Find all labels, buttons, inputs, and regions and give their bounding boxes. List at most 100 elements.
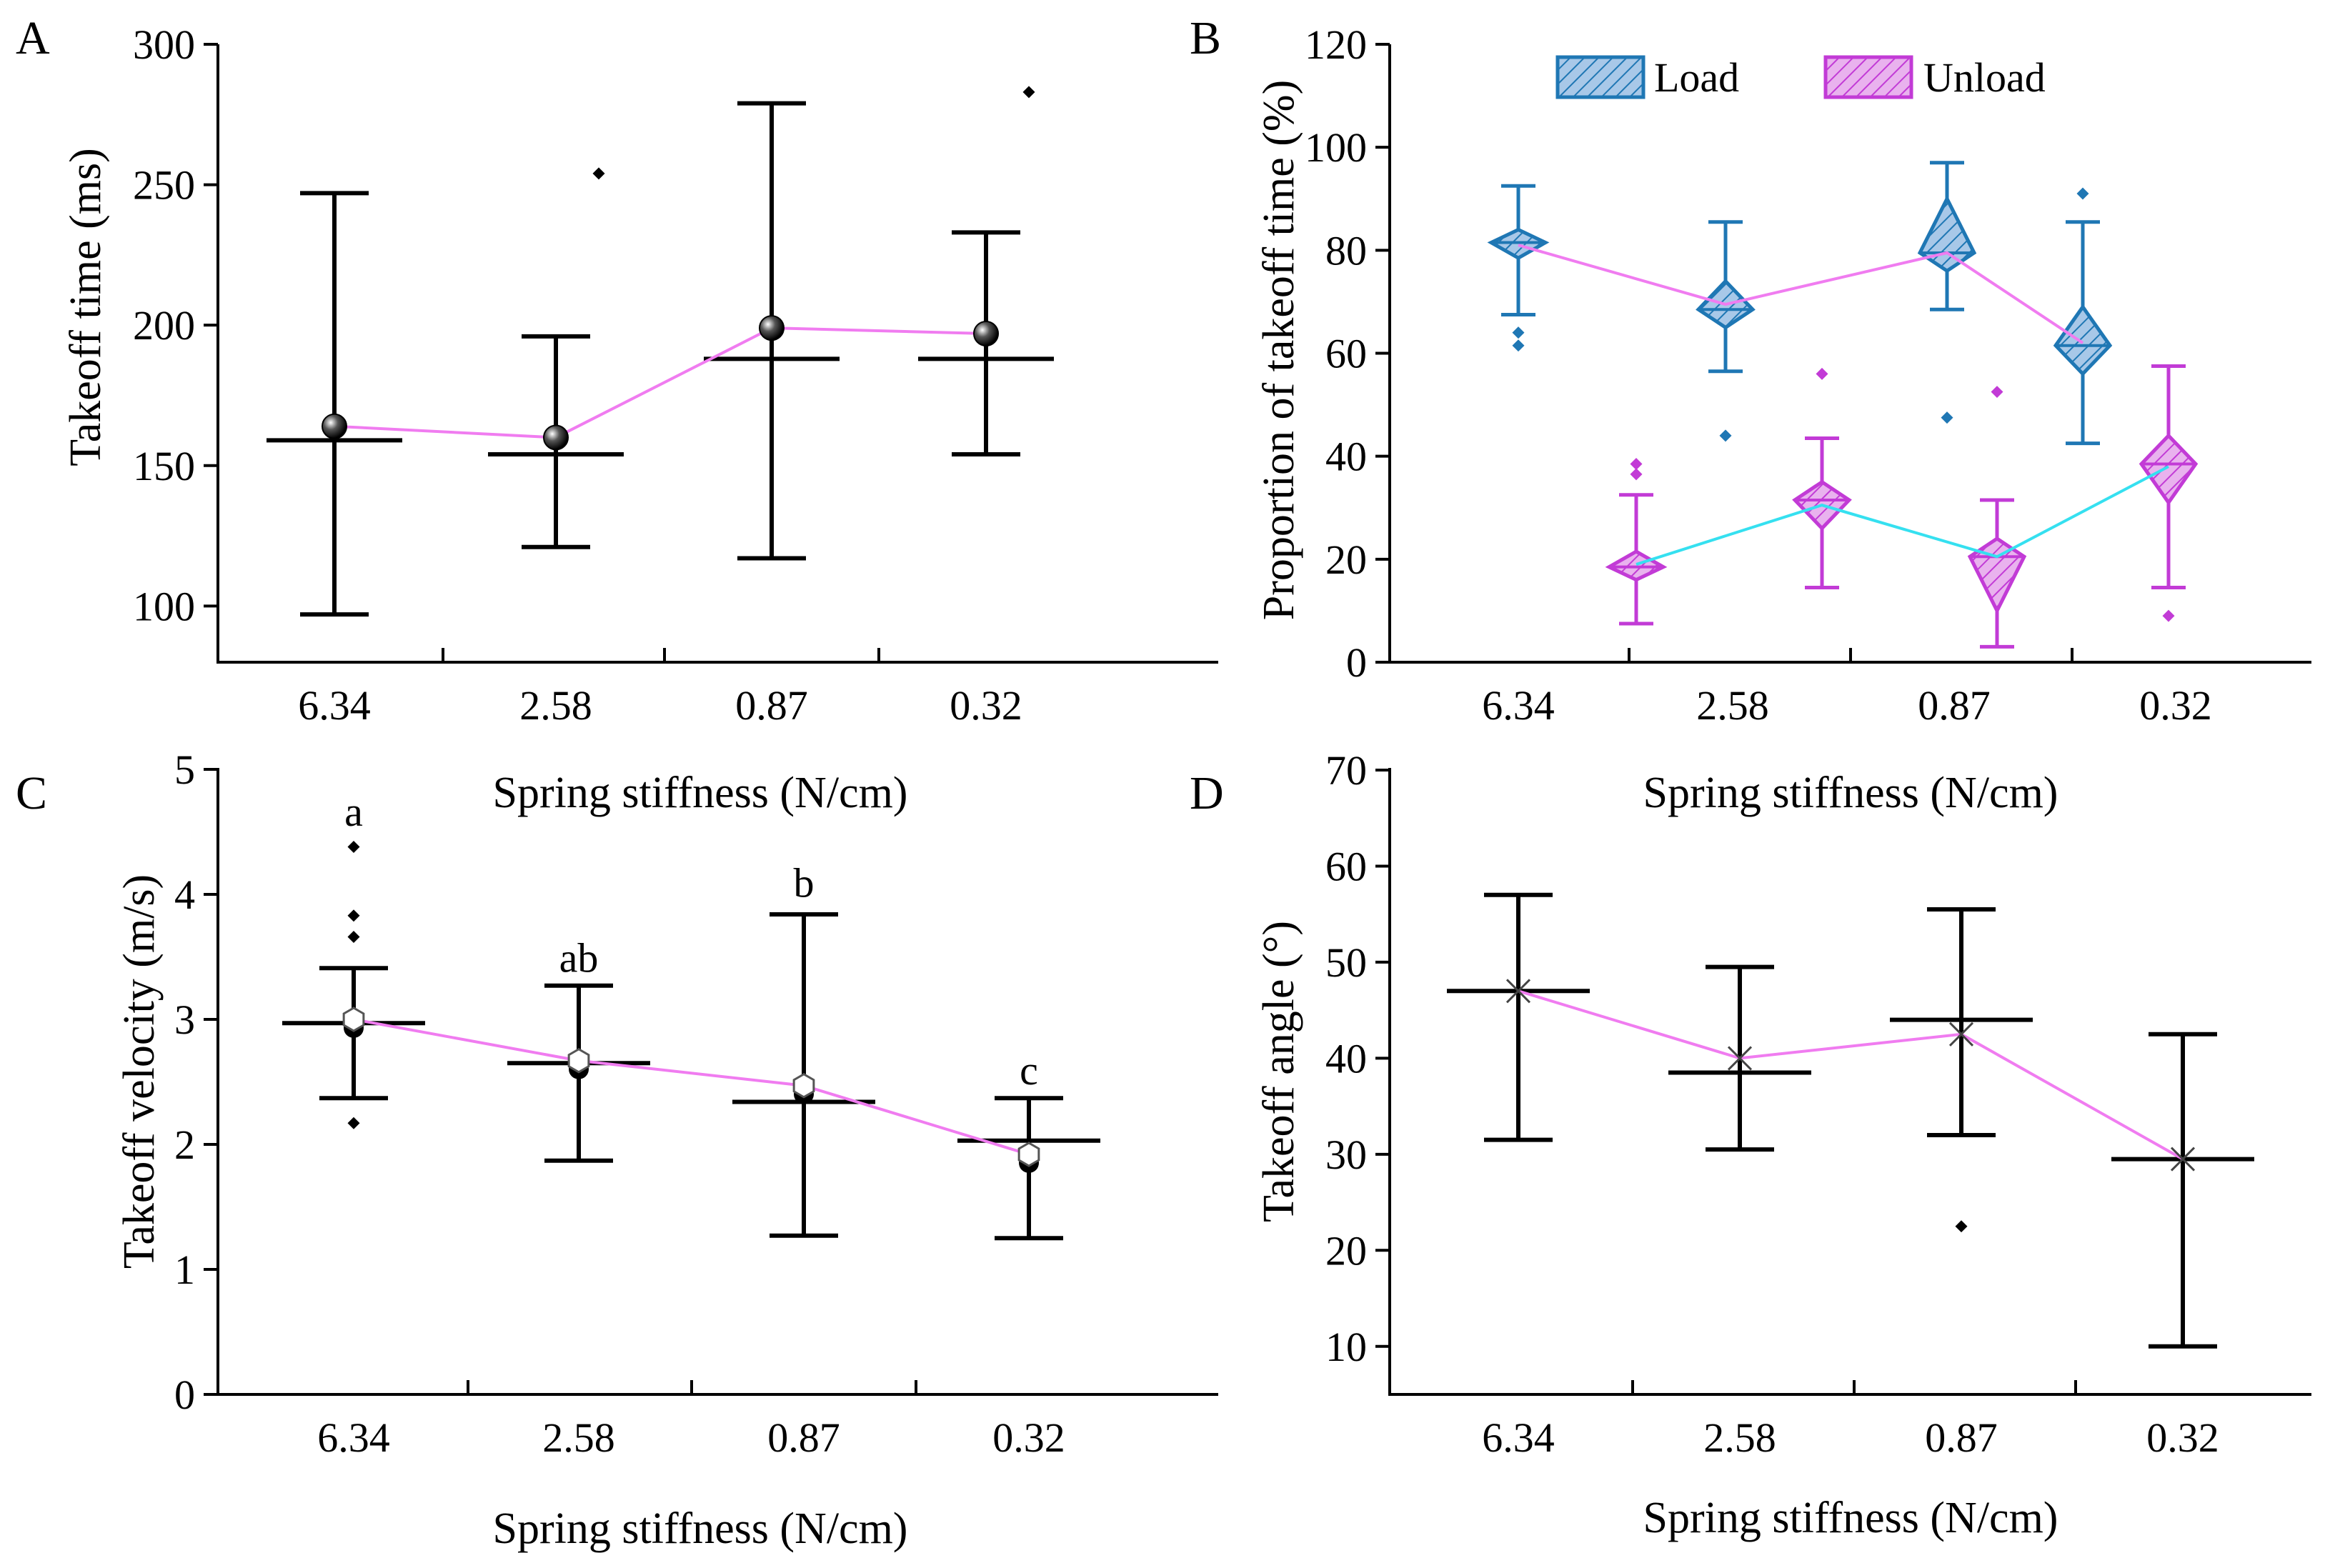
x-tick-label: 0.87: [1925, 1414, 1998, 1461]
panel-a-y-ticks: 100 150 200 250 300: [133, 21, 218, 629]
x-tick-label: 6.34: [1482, 682, 1555, 729]
y-tick-label: 40: [1325, 1035, 1367, 1082]
mean-line: [1518, 989, 2184, 1161]
panel-c-xlabel: Spring stiffness (N/cm): [493, 1504, 908, 1553]
outlier-point: [1816, 367, 1828, 380]
panel-a-plot: [267, 86, 1054, 617]
x-tick-label: 0.87: [767, 1414, 840, 1461]
y-tick-label: 4: [174, 872, 195, 918]
legend-load-label: Load: [1654, 54, 1739, 101]
y-tick-label: 250: [133, 162, 195, 209]
y-tick-label: 10: [1325, 1324, 1367, 1370]
mean-marker: [543, 424, 569, 451]
panel-b-x-ticks: 6.34 2.58 0.87 0.32: [1482, 648, 2212, 729]
x-tick-label: 0.32: [992, 1414, 1065, 1461]
significance-label: b: [794, 860, 815, 907]
y-tick-label: 20: [1325, 536, 1367, 583]
outlier-point: [1955, 1220, 1968, 1233]
panel-a-ylabel: Takeoff time (ms): [61, 148, 110, 466]
panel-b-legend: Load Unload: [1555, 54, 2046, 101]
x-tick-label: 2.58: [542, 1414, 615, 1461]
outlier-point: [347, 931, 360, 943]
outlier-point: [1022, 86, 1035, 99]
box-diamond: [1967, 536, 2027, 615]
x-tick-label: 6.34: [1482, 1414, 1555, 1461]
legend-unload-swatch: [1823, 55, 1913, 99]
panel-c-letter: C: [16, 767, 47, 819]
panel-c-x-ticks: 6.34 2.58 0.87 0.32: [317, 1380, 1065, 1461]
legend-unload-label: Unload: [1923, 54, 2046, 101]
panel-d-plot: [1447, 892, 2254, 1349]
panel-d: D 10 20 30 40 50 60 70 6.34 2.58 0.87 0.32 Takeof…: [1190, 747, 2311, 1542]
y-tick-label: 300: [133, 21, 195, 68]
mean-marker: [759, 315, 785, 341]
panel-c-plot: a ab b c: [282, 789, 1100, 1241]
x-tick-label: 0.32: [2139, 682, 2212, 729]
y-tick-label: 50: [1325, 939, 1367, 986]
y-tick-label: 80: [1325, 227, 1367, 274]
x-tick-label: 0.32: [950, 682, 1022, 729]
outlier-point: [1512, 326, 1525, 339]
mean-marker: [342, 1007, 365, 1032]
y-tick-label: 120: [1305, 21, 1367, 68]
panel-b: B 0 20 40 60 80 100 120 6.34 2.58 0.87 0.32 Propo…: [1190, 12, 2311, 817]
panel-b-letter: B: [1190, 12, 1221, 64]
outlier-point: [1719, 429, 1732, 442]
mean-line: [353, 1018, 1030, 1156]
panel-d-axes: [1388, 768, 2311, 1396]
outlier-point: [1941, 411, 1953, 424]
y-tick-label: 20: [1325, 1227, 1367, 1274]
significance-label: a: [344, 789, 363, 835]
x-tick-label: 2.58: [1703, 1414, 1776, 1461]
mean-marker: [567, 1048, 590, 1074]
y-tick-label: 3: [174, 997, 195, 1043]
panel-b-y-ticks: 0 20 40 60 80 100 120: [1305, 21, 1390, 686]
mean-marker: [2170, 1147, 2196, 1172]
unload-mean-line: [1636, 465, 2169, 566]
y-tick-label: 60: [1325, 331, 1367, 377]
outlier-point: [592, 167, 605, 180]
panel-d-y-ticks: 10 20 30 40 50 60 70: [1325, 747, 1390, 1370]
mean-marker: [1017, 1142, 1040, 1167]
outlier-point: [347, 841, 360, 853]
panel-b-ylabel: Proportion of takeoff time (%): [1255, 80, 1303, 620]
panel-a-axes: [216, 44, 1218, 664]
panel-d-x-ticks: 6.34 2.58 0.87 0.32: [1482, 1380, 2219, 1461]
outlier-point: [1630, 468, 1643, 481]
mean-marker: [322, 413, 347, 439]
box-diamond: [2139, 433, 2199, 506]
panel-d-xlabel: Spring stiffness (N/cm): [1643, 1494, 2058, 1542]
y-tick-label: 0: [1346, 639, 1367, 686]
panel-a-letter: A: [16, 12, 50, 64]
mean-line: [334, 326, 987, 439]
mean-marker: [792, 1073, 815, 1099]
y-tick-label: 0: [174, 1372, 195, 1418]
significance-label: c: [1020, 1047, 1038, 1094]
y-tick-label: 2: [174, 1122, 195, 1168]
outlier-point: [347, 909, 360, 922]
y-tick-label: 100: [1305, 124, 1367, 171]
panel-a-xlabel: Spring stiffness (N/cm): [493, 769, 908, 817]
x-tick-label: 0.87: [735, 682, 808, 729]
y-tick-label: 30: [1325, 1132, 1367, 1178]
outlier-point: [2076, 187, 2089, 200]
y-tick-label: 200: [133, 302, 195, 349]
outlier-point: [1512, 339, 1525, 352]
x-tick-label: 6.34: [298, 682, 371, 729]
x-tick-label: 2.58: [519, 682, 592, 729]
box-diamond: [1917, 194, 1977, 274]
panel-c-y-ticks: 0 1 2 3 4 5: [174, 746, 218, 1418]
y-tick-label: 5: [174, 746, 195, 793]
y-tick-label: 100: [133, 583, 195, 629]
outlier-point: [2162, 609, 2175, 622]
y-tick-label: 1: [174, 1247, 195, 1293]
panel-d-ylabel: Takeoff angle (°): [1255, 921, 1303, 1222]
panel-c-ylabel: Takeoff velocity (m/s): [115, 874, 164, 1269]
mean-marker: [1727, 1046, 1753, 1071]
x-tick-label: 2.58: [1696, 682, 1769, 729]
outlier-point: [1991, 386, 2003, 399]
y-tick-label: 40: [1325, 434, 1367, 480]
panel-b-axes: [1388, 44, 2311, 664]
y-tick-label: 150: [133, 443, 195, 489]
